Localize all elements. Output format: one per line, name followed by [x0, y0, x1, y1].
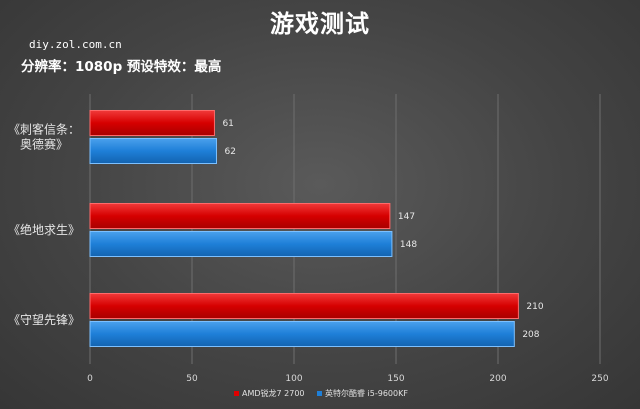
category-label: 《刺客信条：奥德赛》	[8, 122, 80, 152]
bar-amd	[89, 110, 215, 136]
chart-title: 游戏测试	[270, 10, 370, 38]
bars	[89, 110, 519, 347]
bar-amd	[89, 203, 391, 229]
legend-label: AMD锐龙7 2700	[242, 388, 305, 398]
category-label: 《守望先锋》	[8, 313, 80, 327]
data-label: 147	[398, 212, 415, 222]
x-tick-label: 0	[87, 374, 93, 384]
data-label: 208	[522, 330, 539, 340]
data-label: 62	[224, 147, 235, 157]
legend-label: 英特尔酷睿 i5-9600KF	[325, 388, 408, 398]
bar-intel	[89, 231, 393, 257]
data-label: 61	[222, 119, 233, 129]
legend: AMD锐龙7 2700 英特尔酷睿 i5-9600KF	[234, 388, 408, 398]
category-label-line: 奥德赛》	[20, 137, 68, 152]
category-label-line: 《刺客信条：	[8, 122, 80, 137]
category-label-line: 《绝地求生》	[8, 222, 80, 237]
legend-swatch	[234, 391, 239, 396]
data-label: 148	[400, 240, 417, 250]
x-tick-label: 200	[489, 374, 506, 384]
x-tick-label: 250	[591, 374, 608, 384]
labels: 0 50 100 150 200 250 61 62 《刺客信条：奥德赛》 147 148 《绝地求生…	[8, 119, 609, 384]
source-label: diy.zol.com.cn	[29, 38, 122, 51]
bar-amd	[89, 293, 519, 319]
data-label: 210	[526, 302, 543, 312]
bar-intel	[89, 138, 217, 164]
chart-subtitle: 分辨率：1080p 预设特效：最高	[21, 59, 222, 75]
x-tick-label: 150	[387, 374, 404, 384]
legend-swatch	[317, 391, 322, 396]
x-tick-label: 50	[186, 374, 198, 384]
x-tick-label: 100	[285, 374, 302, 384]
category-label: 《绝地求生》	[8, 222, 80, 237]
category-label-line: 《守望先锋》	[8, 313, 80, 327]
bar-intel	[89, 321, 515, 347]
